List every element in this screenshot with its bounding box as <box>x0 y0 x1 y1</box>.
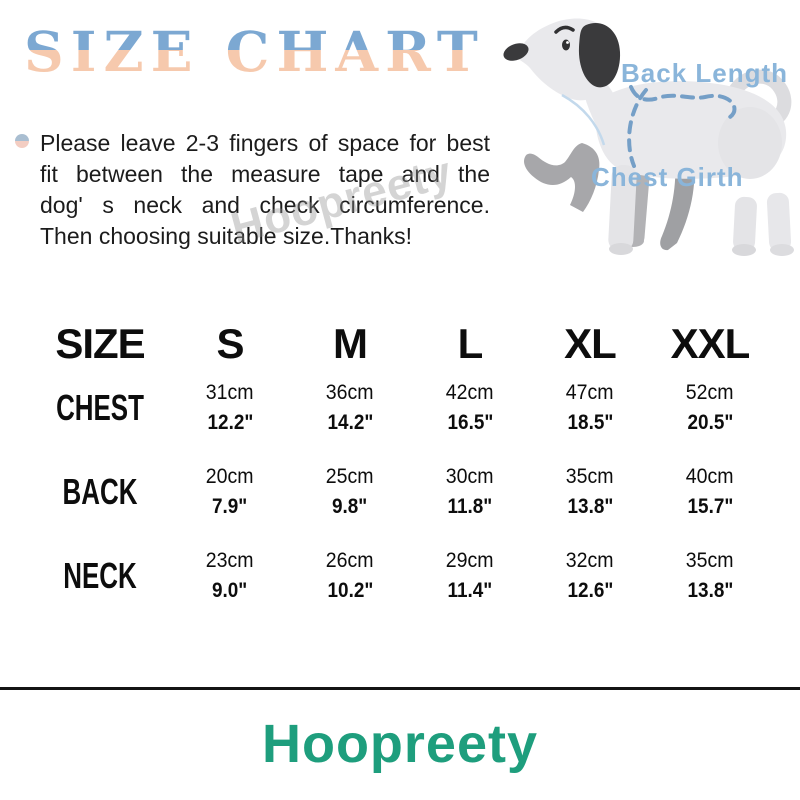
dog-ear <box>578 23 621 88</box>
harness-line <box>561 93 606 146</box>
table-cell: 35cm 13.8" <box>650 534 770 618</box>
value-cm: 52cm <box>686 381 734 404</box>
value-inch: 7.9" <box>212 495 248 518</box>
value-cm: 20cm <box>206 465 254 488</box>
value-cm: 26cm <box>326 549 374 572</box>
value-cm: 47cm <box>566 381 614 404</box>
value-inch: 15.7" <box>687 495 733 518</box>
split-color-dot-icon <box>15 134 29 148</box>
page-title: SIZE CHART <box>24 19 485 84</box>
value-cm: 29cm <box>446 549 494 572</box>
table-cell: 25cm 9.8" <box>290 450 410 534</box>
value-inch: 11.4" <box>447 579 493 602</box>
table-cell: 20cm 7.9" <box>170 450 290 534</box>
table-cell: 23cm 9.0" <box>170 534 290 618</box>
dog-hind-leg <box>733 196 757 252</box>
back-length-dashed-line <box>629 85 737 119</box>
table-cell: 35cm 13.8" <box>530 450 650 534</box>
value-inch: 13.8" <box>567 495 613 518</box>
brand-name: Hoopreety <box>261 714 539 774</box>
value-cm: 25cm <box>326 465 374 488</box>
row-label-chest: CHEST <box>30 366 170 450</box>
dog-raised-front-leg <box>524 143 600 212</box>
value-inch: 20.5" <box>687 411 733 434</box>
intro-line: dog' s neck and check circumference. <box>40 192 490 218</box>
value-inch: 9.8" <box>332 495 368 518</box>
value-inch: 11.8" <box>447 495 493 518</box>
table-cell: 47cm 18.5" <box>530 366 650 450</box>
table-header-m: M <box>333 320 368 367</box>
table-cell: 52cm 20.5" <box>650 366 770 450</box>
footer-divider-line <box>0 687 800 690</box>
table-cell: 26cm 10.2" <box>290 534 410 618</box>
dog-eye <box>562 39 570 51</box>
dog-hind-paw <box>732 244 756 256</box>
value-cm: 23cm <box>206 549 254 572</box>
dog-eyebrow <box>554 25 575 34</box>
row-label-back: BACK <box>30 450 170 534</box>
row-label-text: CHEST <box>56 387 144 428</box>
value-inch: 10.2" <box>327 579 373 602</box>
value-inch: 16.5" <box>447 411 493 434</box>
value-inch: 18.5" <box>567 411 613 434</box>
intro-paragraph: Please leave 2-3 fingers of space for be… <box>40 128 490 252</box>
table-cell: 30cm 11.8" <box>410 450 530 534</box>
row-label-neck: NECK <box>30 534 170 618</box>
table-cell: 36cm 14.2" <box>290 366 410 450</box>
table-cell: 31cm 12.2" <box>170 366 290 450</box>
value-cm: 35cm <box>686 549 734 572</box>
value-cm: 36cm <box>326 381 374 404</box>
chest-girth-label: Chest Girth <box>591 162 744 192</box>
value-cm: 32cm <box>566 549 614 572</box>
table-header-l: L <box>457 320 484 367</box>
value-cm: 31cm <box>206 381 254 404</box>
dog-hind-thigh <box>718 107 782 179</box>
value-inch: 12.6" <box>567 579 613 602</box>
value-cm: 42cm <box>446 381 494 404</box>
value-cm: 35cm <box>566 465 614 488</box>
value-inch: 13.8" <box>687 579 733 602</box>
dog-rear-leg <box>766 192 792 252</box>
chest-girth-dashed-line <box>627 88 648 168</box>
table-header-s: S <box>216 320 244 367</box>
table-cell: 29cm 11.4" <box>410 534 530 618</box>
dog-front-paw <box>609 243 633 255</box>
intro-line: fit between the measure tape and the <box>40 161 490 187</box>
table-cell: 42cm 16.5" <box>410 366 530 450</box>
dog-rear-paw <box>770 244 794 256</box>
value-inch: 14.2" <box>327 411 373 434</box>
table-header-xxl: XXL <box>670 320 751 367</box>
value-inch: 12.2" <box>207 411 253 434</box>
dog-illustration <box>503 18 794 256</box>
dog-far-front-leg <box>627 156 651 246</box>
value-cm: 40cm <box>686 465 734 488</box>
back-length-label: Back Length <box>621 58 789 88</box>
dog-nose <box>503 43 529 61</box>
dog-front-leg <box>608 164 637 252</box>
table-header-xl: XL <box>564 320 617 367</box>
table-cell: 40cm 15.7" <box>650 450 770 534</box>
intro-line: Then choosing suitable size.Thanks! <box>40 223 413 249</box>
dog-eye-highlight <box>566 41 569 44</box>
table-cell: 32cm 12.6" <box>530 534 650 618</box>
size-table: SIZE S M L XL XXL CHEST 31cm 12.2" 36cm 14… <box>30 320 770 618</box>
table-header-size: SIZE <box>55 320 145 367</box>
value-cm: 30cm <box>446 465 494 488</box>
value-inch: 9.0" <box>212 579 248 602</box>
row-label-text: NECK <box>63 555 137 596</box>
intro-line: Please leave 2-3 fingers of space for be… <box>40 130 490 156</box>
row-label-text: BACK <box>62 471 138 512</box>
